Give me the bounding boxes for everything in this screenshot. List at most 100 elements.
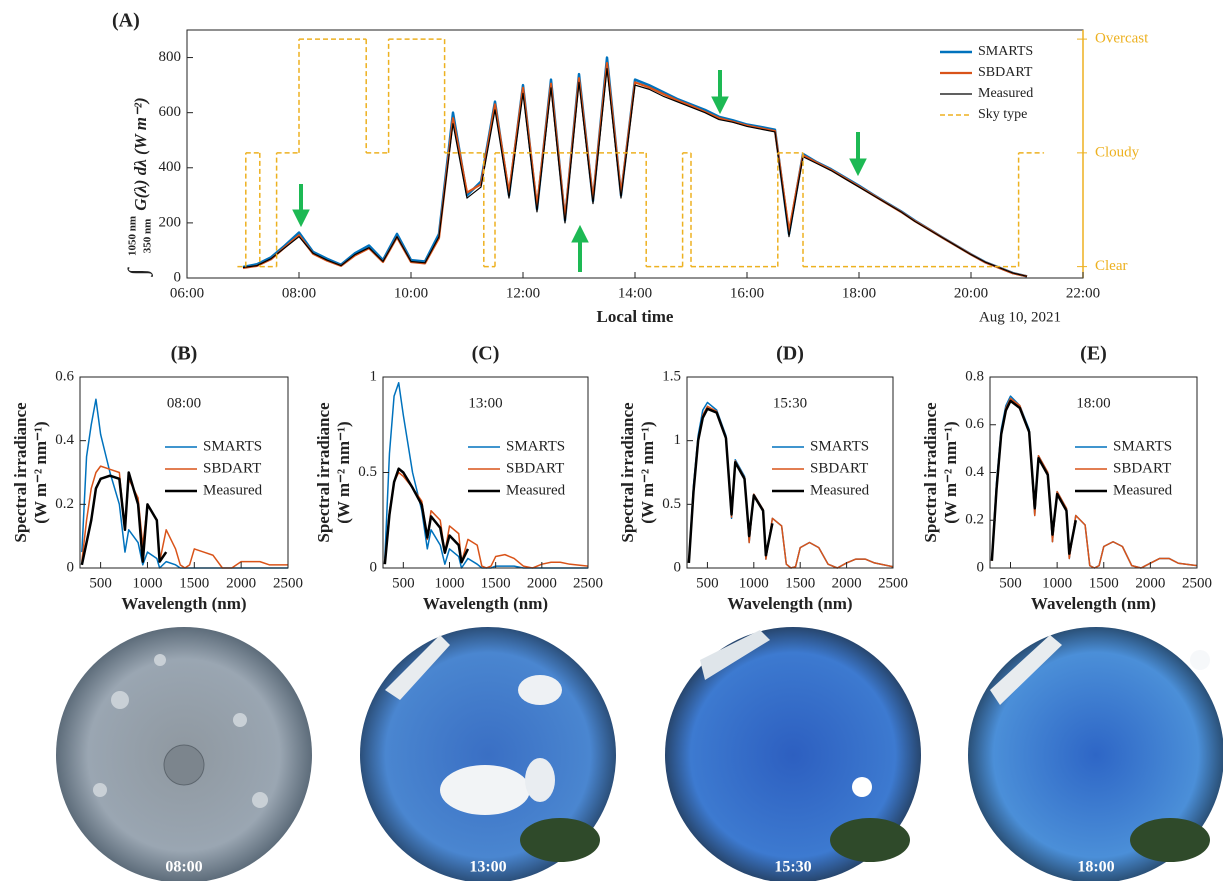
x-tick-label: 1500 xyxy=(179,575,209,591)
x-axis-label: Wavelength (nm) xyxy=(121,594,246,613)
x-tick-label: 1500 xyxy=(785,575,815,591)
y-tick-label: 600 xyxy=(159,104,182,120)
legend-label: Measured xyxy=(203,482,263,498)
y-label-upper: 1050 nm xyxy=(127,216,139,256)
y2-tick-label: Clear xyxy=(1095,258,1127,274)
series-line xyxy=(990,399,1078,561)
series-line xyxy=(991,397,1198,569)
y-tick-label: 1 xyxy=(370,368,378,384)
arrow-head xyxy=(292,209,310,228)
cloud xyxy=(440,765,530,815)
y2-tick-label: Cloudy xyxy=(1095,144,1140,160)
y-axis-label: Spectral irradiance xyxy=(314,402,333,543)
x-tick-label: 14:00 xyxy=(618,285,652,301)
tree xyxy=(520,818,600,862)
y-tick-label: 0 xyxy=(370,559,378,575)
x-tick-label: 20:00 xyxy=(954,285,988,301)
series-line xyxy=(80,471,168,566)
droplet xyxy=(163,744,205,786)
x-tick-label: 500 xyxy=(999,575,1022,591)
legend-label: SMARTS xyxy=(810,438,869,454)
x-tick-label: 2000 xyxy=(1135,575,1165,591)
sky-photo: 13:00 xyxy=(360,627,616,881)
y-axis-units: (W m⁻² nm⁻¹) xyxy=(941,421,960,523)
x-tick-label: 2000 xyxy=(832,575,862,591)
droplet xyxy=(233,713,247,727)
x-tick-label: 2500 xyxy=(878,575,908,591)
x-tick-label: 2500 xyxy=(1182,575,1212,591)
legend-label: SMARTS xyxy=(978,44,1033,59)
legend-label: SBDART xyxy=(1113,460,1171,476)
y-tick-label: 1.5 xyxy=(662,368,681,384)
series-line xyxy=(383,467,470,565)
x-tick-label: 06:00 xyxy=(170,285,204,301)
sky-photo: 08:00 xyxy=(56,627,312,881)
sun xyxy=(1190,650,1210,670)
y-tick-label: 0 xyxy=(174,269,182,285)
droplet xyxy=(93,783,107,797)
legend-label: SBDART xyxy=(203,460,261,476)
tree xyxy=(1130,818,1210,862)
y-tick-label: 800 xyxy=(159,49,182,65)
x-tick-label: 1000 xyxy=(739,575,769,591)
y-tick-label: 0 xyxy=(977,559,985,575)
sky-photo: 18:00 xyxy=(968,627,1223,881)
y-axis-units: (W m⁻² nm⁻¹) xyxy=(334,421,353,523)
note: Aug 10, 2021 xyxy=(979,309,1061,325)
y-axis-label: ∫ 1050 nm 350 nm G(λ) dλ (W m⁻²) xyxy=(123,97,154,277)
y-tick-label: 0.5 xyxy=(358,464,377,480)
plot xyxy=(990,395,1198,569)
x-tick-label: 500 xyxy=(89,575,112,591)
time-annotation: 15:30 xyxy=(773,395,807,411)
y2-tick-label: Overcast xyxy=(1095,31,1149,47)
y-axis-units: (W m⁻² nm⁻¹) xyxy=(638,421,657,523)
y-tick-label: 0.8 xyxy=(965,368,984,384)
time-annotation: 13:00 xyxy=(468,395,502,411)
structure xyxy=(385,635,450,700)
y-tick-label: 0 xyxy=(674,559,682,575)
x-tick-label: 2000 xyxy=(226,575,256,591)
legend-label: Measured xyxy=(506,482,566,498)
structure xyxy=(700,630,770,680)
legend-label: Measured xyxy=(1113,482,1173,498)
panel-label: (B) xyxy=(171,343,198,365)
x-tick-label: 08:00 xyxy=(282,285,316,301)
arrow-head xyxy=(711,96,729,115)
photo-disk xyxy=(968,627,1223,881)
photo-caption: 18:00 xyxy=(1077,859,1114,876)
x-tick-label: 1500 xyxy=(1089,575,1119,591)
y-axis-label: Spectral irradiance xyxy=(921,402,940,543)
time-annotation: 18:00 xyxy=(1076,395,1110,411)
arrow-head xyxy=(849,158,867,177)
structure xyxy=(990,635,1062,705)
y-tick-label: 0 xyxy=(67,559,75,575)
panel-label: (C) xyxy=(472,343,500,365)
legend-label: Sky type xyxy=(978,107,1027,122)
legend-label: SBDART xyxy=(506,460,564,476)
x-tick-label: 10:00 xyxy=(394,285,428,301)
y-axis-label: Spectral irradiance xyxy=(11,402,30,543)
droplet xyxy=(111,691,129,709)
panel-label: (D) xyxy=(776,343,804,365)
time-annotation: 08:00 xyxy=(167,395,201,411)
plot xyxy=(687,401,894,569)
arrows xyxy=(292,70,867,272)
photo-caption: 13:00 xyxy=(469,859,506,876)
x-tick-label: 500 xyxy=(696,575,719,591)
panel-label: (A) xyxy=(112,10,140,32)
y-tick-label: 0.6 xyxy=(965,416,984,432)
x-axis-label: Wavelength (nm) xyxy=(727,594,852,613)
x-axis-label: Wavelength (nm) xyxy=(423,594,548,613)
y-tick-label: 200 xyxy=(159,214,182,230)
sun xyxy=(852,777,872,797)
series-line xyxy=(242,67,1028,277)
photo-caption: 15:30 xyxy=(774,859,811,876)
x-tick-label: 1000 xyxy=(1042,575,1072,591)
x-axis-label: Local time xyxy=(597,307,674,326)
panel-label: (E) xyxy=(1080,343,1107,365)
x-tick-label: 16:00 xyxy=(730,285,764,301)
photo-caption: 08:00 xyxy=(165,859,202,876)
series-line xyxy=(687,407,774,563)
y-tick-label: 0.5 xyxy=(662,496,681,512)
